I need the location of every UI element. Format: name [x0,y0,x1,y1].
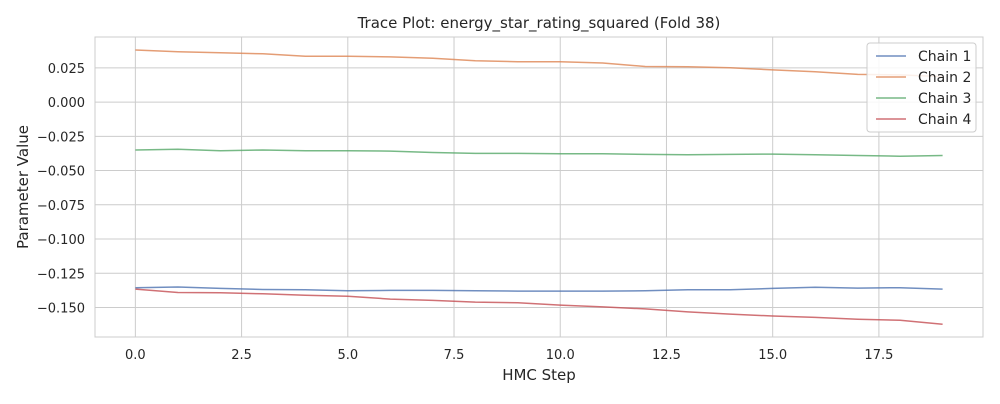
grid-lines [95,37,983,337]
x-tick-label: 2.5 [231,348,252,363]
y-tick-label: 0.000 [48,96,85,111]
x-tick-label: 5.0 [337,348,358,363]
x-tick-label: 15.0 [758,348,787,363]
chart-title: Trace Plot: energy_star_rating_squared (… [357,14,721,33]
series-line-chain-1 [135,286,943,292]
x-tick-label: 12.5 [652,348,681,363]
x-axis-label: HMC Step [502,366,576,384]
y-tick-label: −0.050 [37,165,85,180]
y-tick-label: −0.100 [37,233,85,248]
plot-frame [94,36,984,338]
legend-label: Chain 1 [918,49,971,65]
y-tick-label: 0.025 [48,62,85,77]
x-tick-label: 0.0 [125,348,146,363]
series-line-chain-2 [135,49,943,78]
x-tick-label: 10.0 [546,348,575,363]
legend-box [866,42,977,133]
y-axis-label: Parameter Value [14,125,32,249]
y-tick-label: −0.075 [37,199,85,214]
series-line-chain-3 [135,148,943,157]
y-tick-label: −0.025 [37,130,85,145]
legend-label: Chain 3 [918,91,971,107]
x-axis-ticks: 0.0 2.5 5.0 7.5 10.0 12.5 15.0 17.5 [125,348,893,363]
y-tick-label: −0.150 [37,302,85,317]
y-tick-label: −0.125 [37,267,85,282]
legend: Chain 1 Chain 2 Chain 3 Chain 4 [866,42,977,133]
series-line-chain-4 [135,288,943,326]
series-lines [135,49,943,326]
x-tick-label: 17.5 [864,348,893,363]
legend-label: Chain 4 [918,112,971,128]
y-axis-ticks: 0.025 0.000 −0.025 −0.050 −0.075 −0.100 −0.125… [37,62,85,317]
x-tick-label: 7.5 [444,348,465,363]
legend-label: Chain 2 [918,70,971,86]
